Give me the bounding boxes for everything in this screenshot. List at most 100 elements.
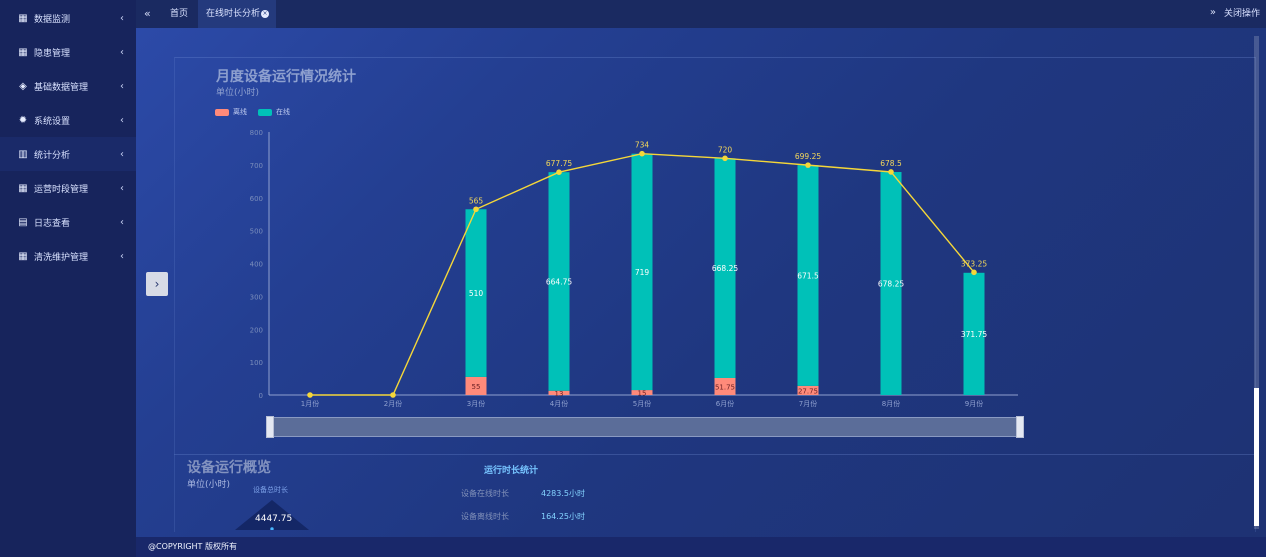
- offline-bar: [797, 385, 819, 395]
- total-point: [971, 269, 977, 276]
- total-duration-value: 4447.75: [255, 514, 293, 524]
- chart-plot: 0 100 200 300 400 500 600 700 800 1月份 2月份 3月份 4月份 5月份…: [250, 129, 1018, 408]
- x-tick-label: 8月份: [882, 399, 900, 408]
- close-icon[interactable]: ×: [261, 10, 269, 18]
- total-point-label: 678.5: [880, 159, 902, 168]
- online-bar: [631, 153, 653, 391]
- chevron-left-icon: ‹: [120, 182, 124, 194]
- online-bar-label: 719: [635, 268, 650, 277]
- overview-title: 设备运行概览: [187, 460, 271, 476]
- expand-panel-button[interactable]: ›: [146, 272, 168, 296]
- sidebar-item-cleaning-maintenance[interactable]: ▦ 清洗维护管理 ‹: [0, 239, 136, 273]
- runtime-stats-title: 运行时长统计: [484, 466, 539, 476]
- log-icon: ▤: [18, 216, 28, 228]
- chevron-left-icon: ‹: [120, 148, 124, 160]
- double-left-arrow-icon[interactable]: «: [144, 7, 151, 20]
- legend-offline[interactable]: 离线: [215, 107, 247, 117]
- tab-label: 在线时长分析: [206, 9, 261, 19]
- tab-online-duration-analysis[interactable]: 在线时长分析 ×: [198, 0, 276, 28]
- overview-unit: 单位(小时): [187, 480, 231, 490]
- sidebar: ▦ 数据监测 ‹ ▦ 隐患管理 ‹ ◈ 基础数据管理 ‹ ✹ 系统设置 ‹ ▥ …: [0, 0, 137, 557]
- total-point: [805, 162, 811, 168]
- device-overview: 设备运行概览 单位(小时) 设备总时长 4447.75 运行时长统计 设备在线时…: [174, 454, 1256, 532]
- x-tick-label: 4月份: [550, 399, 568, 408]
- x-tick-label: 2月份: [384, 399, 402, 408]
- online-bar: [963, 272, 985, 395]
- offline-bar-label: 51.75: [715, 383, 735, 391]
- offline-bar-label: 27.75: [798, 387, 818, 395]
- y-tick-label: 600: [250, 195, 263, 203]
- legend-offline-label: 离线: [233, 108, 247, 116]
- slider-handle-right[interactable]: [1016, 416, 1024, 438]
- topbar: « 首页 在线时长分析 × » 关闭操作: [136, 0, 1266, 29]
- monthly-device-chart: 月度设备运行情况统计 单位(小时) 离线 在线 0 100 200 300 400 500…: [174, 57, 1256, 455]
- legend-online-swatch: [258, 108, 272, 116]
- offline-bar: [631, 390, 653, 395]
- sidebar-item-log-view[interactable]: ▤ 日志查看 ‹: [0, 205, 136, 239]
- chevron-left-icon: ‹: [120, 250, 124, 262]
- online-bar-label: 664.75: [546, 277, 572, 286]
- sidebar-item-label: 基础数据管理: [34, 82, 89, 93]
- legend-online-label: 在线: [276, 108, 290, 116]
- online-bar-label: 371.75: [961, 330, 987, 339]
- online-bar: [465, 209, 487, 377]
- sidebar-item-operation-period[interactable]: ▦ 运营时段管理 ‹: [0, 171, 136, 205]
- calendar-icon: ▦: [18, 46, 28, 58]
- gear-icon: ✹: [18, 114, 28, 126]
- x-tick-label: 1月份: [301, 399, 319, 408]
- y-tick-label: 0: [259, 392, 263, 400]
- sidebar-item-label: 运营时段管理: [34, 184, 89, 195]
- offline-bar-label: 55: [472, 383, 481, 391]
- online-bar-label: 671.5: [797, 271, 819, 280]
- y-tick-label: 800: [250, 129, 263, 137]
- offline-bar: [465, 376, 487, 395]
- layers-icon: ◈: [19, 80, 27, 92]
- y-tick-label: 700: [250, 162, 263, 170]
- total-duration-label: 设备总时长: [253, 486, 288, 494]
- calendar-icon: ▦: [18, 12, 28, 24]
- total-point: [639, 150, 645, 157]
- sidebar-item-label: 数据监测: [34, 14, 71, 25]
- scrollbar-thumb[interactable]: [1254, 388, 1259, 526]
- chevron-left-icon: ‹: [120, 12, 124, 24]
- y-tick-label: 200: [250, 326, 263, 334]
- chevron-left-icon: ‹: [120, 80, 124, 92]
- total-point: [556, 169, 562, 175]
- close-operations-button[interactable]: 关闭操作: [1223, 9, 1260, 19]
- legend-online[interactable]: 在线: [258, 107, 290, 117]
- sidebar-item-hazard-management[interactable]: ▦ 隐患管理 ‹: [0, 35, 136, 69]
- online-bar-label: 510: [469, 289, 484, 298]
- x-tick-label: 9月份: [965, 399, 983, 408]
- calendar-icon: ▦: [18, 250, 28, 262]
- total-point-label: 734: [635, 141, 650, 150]
- chart-legend: 离线 在线: [215, 107, 296, 117]
- double-right-arrow-icon[interactable]: »: [1209, 7, 1216, 18]
- calendar-icon: ▦: [18, 182, 28, 194]
- total-point-label: 565: [469, 196, 484, 205]
- footer: @COPYRIGHT 版权所有: [136, 537, 1266, 557]
- offline-bar-label: 15: [638, 390, 647, 398]
- scrollbar-track[interactable]: [1254, 36, 1259, 529]
- total-duration-shape: [235, 500, 309, 530]
- sidebar-item-label: 清洗维护管理: [34, 252, 89, 263]
- x-tick-label: 5月份: [633, 399, 651, 408]
- sidebar-item-statistics[interactable]: ▥ 统计分析 ‹: [0, 137, 136, 171]
- sidebar-item-system-settings[interactable]: ✹ 系统设置 ‹: [0, 103, 136, 137]
- offline-duration-value: 164.25小时: [541, 512, 585, 521]
- online-bar: [714, 158, 736, 378]
- offline-bar: [548, 390, 570, 395]
- x-tick-label: 7月份: [799, 399, 817, 408]
- sidebar-item-basic-data[interactable]: ◈ 基础数据管理 ‹: [0, 69, 136, 103]
- offline-bar: [714, 377, 736, 395]
- slider-handle-left[interactable]: [266, 416, 274, 438]
- tab-home[interactable]: 首页: [170, 9, 189, 19]
- total-point: [722, 155, 728, 162]
- total-point-label: 677.75: [546, 159, 572, 168]
- total-point: [390, 392, 396, 398]
- chart-range-slider[interactable]: [266, 416, 1024, 438]
- online-duration-label: 设备在线时长: [461, 489, 509, 498]
- chevron-left-icon: ‹: [120, 114, 124, 126]
- offline-bar-label: 13: [555, 390, 564, 398]
- sidebar-item-data-monitoring[interactable]: ▦ 数据监测 ‹: [0, 1, 136, 35]
- stats-icon: ▥: [18, 148, 28, 160]
